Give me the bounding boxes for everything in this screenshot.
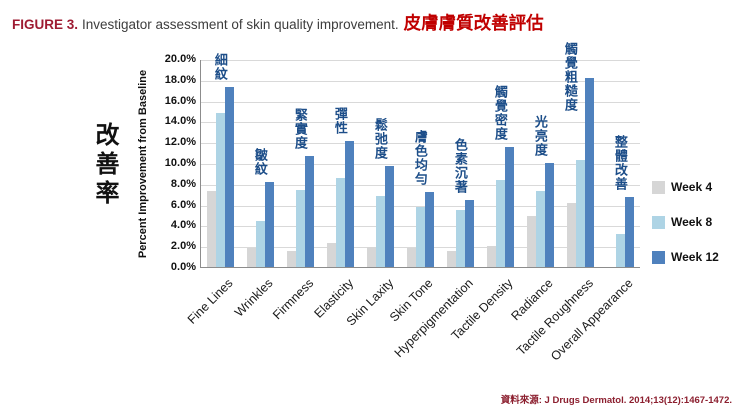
legend-label-week12: Week 12	[671, 250, 719, 264]
legend-item-week8: Week 8	[652, 215, 719, 229]
y-tick-label: 18.0%	[164, 73, 196, 86]
bar-week4-skin-laxity	[367, 247, 376, 267]
grid-line	[201, 122, 640, 124]
y-tick-label: 12.0%	[164, 136, 196, 149]
bar-week12-tactile-roughness	[585, 77, 594, 267]
y-tick-label: 2.0%	[170, 240, 196, 253]
x-axis-label: Wrinkles	[232, 276, 276, 320]
y-tick-label: 14.0%	[164, 115, 196, 128]
grid-line	[201, 205, 640, 207]
bar-week4-fine-lines	[207, 191, 216, 267]
legend-item-week12: Week 12	[652, 250, 719, 264]
bar-week12-skin-tone	[425, 192, 434, 267]
bar-week8-hyperpigmentation	[456, 209, 465, 267]
category-label-zh: 膚色均勻	[412, 130, 428, 187]
category-label-zh: 緊實度	[292, 107, 308, 150]
category-label-zh: 觸覺粗糙度	[562, 42, 578, 112]
bar-week12-radiance	[545, 163, 554, 267]
bar-week8-tactile-density	[496, 179, 505, 267]
grid-line	[201, 60, 640, 61]
bar-week8-overall-appearance	[616, 233, 625, 267]
figure-label: FIGURE 3.	[12, 17, 79, 32]
y-tick-label: 10.0%	[164, 157, 196, 169]
category-label-zh: 觸覺密度	[492, 85, 508, 142]
legend-label-week4: Week 4	[671, 180, 713, 194]
y-tick-label: 16.0%	[164, 94, 196, 107]
category-label-zh: 細紋	[212, 53, 228, 82]
y-tick-label: 4.0%	[170, 219, 196, 232]
category-label-zh: 彈性	[332, 107, 348, 136]
legend-item-week4: Week 4	[652, 180, 719, 194]
bar-week4-tactile-roughness	[567, 202, 576, 267]
bar-week8-radiance	[536, 191, 545, 267]
legend-swatch-week4	[652, 180, 665, 194]
bar-week12-firmness	[305, 155, 314, 267]
category-label-zh: 整體改善	[612, 135, 628, 192]
figure-caption: FIGURE 3. Investigator assessment of skin…	[12, 10, 544, 35]
grid-line	[201, 80, 640, 82]
bar-week12-hyperpigmentation	[465, 200, 474, 267]
y-tick-label: 0.0%	[170, 261, 196, 273]
source-citation: 資料來源: J Drugs Dermatol. 2014;13(12):1467…	[500, 395, 732, 406]
category-label-zh: 皺紋	[252, 147, 268, 176]
category-label-zh: 光亮度	[532, 115, 548, 157]
category-label-zh: 色素沉著	[452, 138, 468, 195]
legend-swatch-week12	[652, 250, 665, 264]
bar-week4-tactile-density	[487, 246, 496, 267]
category-label-zh: 鬆弛度	[372, 118, 388, 161]
figure-title-en: Investigator assessment of skin quality …	[82, 17, 399, 32]
grid-line	[201, 184, 640, 186]
grid-line	[201, 143, 640, 145]
bar-week4-elasticity	[327, 243, 336, 267]
bar-week4-skin-tone	[407, 248, 416, 267]
y-tick-label: 8.0%	[170, 177, 196, 190]
bar-week12-skin-laxity	[385, 166, 394, 267]
legend-label-week8: Week 8	[671, 215, 713, 229]
x-axis-label: Fine Lines	[185, 276, 236, 327]
bar-week12-wrinkles	[265, 181, 274, 267]
bar-week8-skin-tone	[416, 206, 425, 267]
x-axis-label: Firmness	[269, 276, 316, 323]
bar-week4-hyperpigmentation	[447, 251, 456, 267]
bar-week12-fine-lines	[225, 87, 234, 267]
grid-line	[201, 164, 640, 165]
bar-week8-tactile-roughness	[576, 159, 585, 267]
y-tick-label: 20.0%	[164, 53, 196, 65]
bar-week4-firmness	[287, 251, 296, 267]
plot-area	[200, 60, 640, 268]
bar-week8-firmness	[296, 190, 305, 267]
bar-week8-wrinkles	[256, 221, 265, 267]
legend: Week 4 Week 8 Week 12	[652, 180, 719, 285]
legend-swatch-week8	[652, 215, 665, 229]
figure-title-zh: 皮膚膚質改善評估	[403, 13, 544, 33]
bar-week12-overall-appearance	[625, 197, 634, 267]
bar-week12-elasticity	[345, 141, 354, 267]
bar-week8-fine-lines	[216, 113, 225, 267]
bar-week8-skin-laxity	[376, 196, 385, 267]
bar-week12-tactile-density	[505, 147, 514, 267]
y-tick-label: 6.0%	[170, 198, 196, 211]
bar-week8-elasticity	[336, 177, 345, 267]
y-axis-title-zh: 改善率	[91, 122, 118, 209]
bar-week4-wrinkles	[247, 248, 256, 267]
y-axis-title: Percent Improvement from Baseline	[137, 69, 149, 259]
grid-line	[201, 101, 640, 103]
bar-week4-radiance	[527, 216, 536, 267]
